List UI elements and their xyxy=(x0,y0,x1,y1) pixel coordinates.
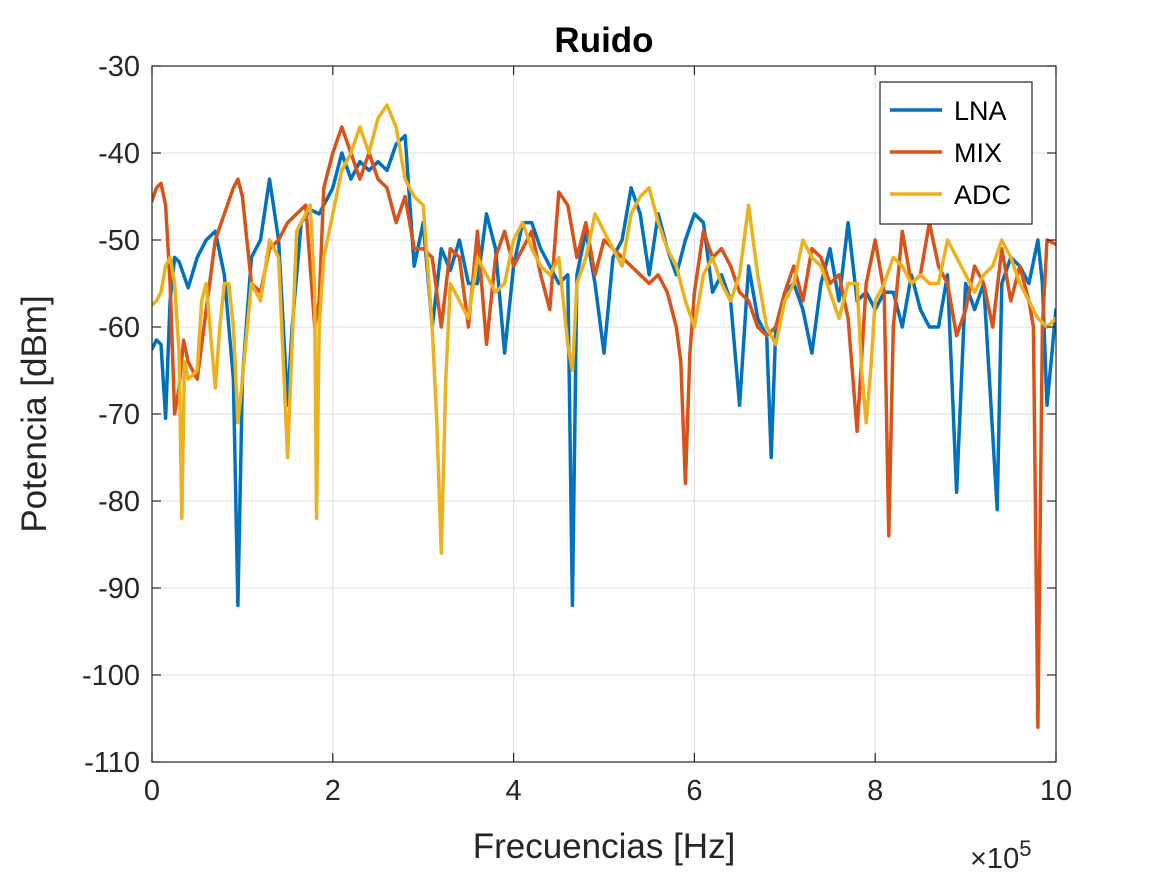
legend: LNA MIX ADC xyxy=(879,81,1033,225)
x-exponent-power: 5 xyxy=(1019,836,1031,861)
y-tick-label: -70 xyxy=(98,399,140,431)
x-tick-label: 8 xyxy=(867,775,883,807)
series-lines xyxy=(152,103,1056,729)
y-tick-label: -30 xyxy=(98,51,140,83)
legend-label-mix: MIX xyxy=(954,138,1002,168)
x-axis-label: Frecuencias [Hz] xyxy=(473,827,736,866)
x-tick-label: 2 xyxy=(325,775,341,807)
y-tick-label: -100 xyxy=(82,660,140,692)
x-tick-label: 0 xyxy=(144,775,160,807)
x-axis-exponent: ×105 xyxy=(970,836,1031,875)
x-tick-label: 10 xyxy=(1040,775,1072,807)
x-tick-label: 6 xyxy=(686,775,702,807)
chart-title: Ruido xyxy=(554,21,653,60)
series-line-mix xyxy=(152,125,1056,729)
y-tick-label: -80 xyxy=(98,486,140,518)
y-tick-label: -90 xyxy=(98,573,140,605)
y-tick-label: -60 xyxy=(98,312,140,344)
x-exponent-base: ×10 xyxy=(970,843,1019,875)
legend-label-adc: ADC xyxy=(954,180,1011,210)
series-line-adc xyxy=(152,103,1056,555)
y-tick-label: -40 xyxy=(98,138,140,170)
y-tick-label: -110 xyxy=(84,747,140,779)
y-tick-label: -50 xyxy=(98,225,140,257)
y-axis-label: Potencia [dBm] xyxy=(15,295,54,532)
legend-label-lna: LNA xyxy=(954,96,1007,126)
x-tick-label: 4 xyxy=(506,775,522,807)
axis-ticks: -110 -100 -90 -80 -70 -60 -50 -40 -30 0 2 4 6 8 10 xyxy=(82,51,1072,807)
